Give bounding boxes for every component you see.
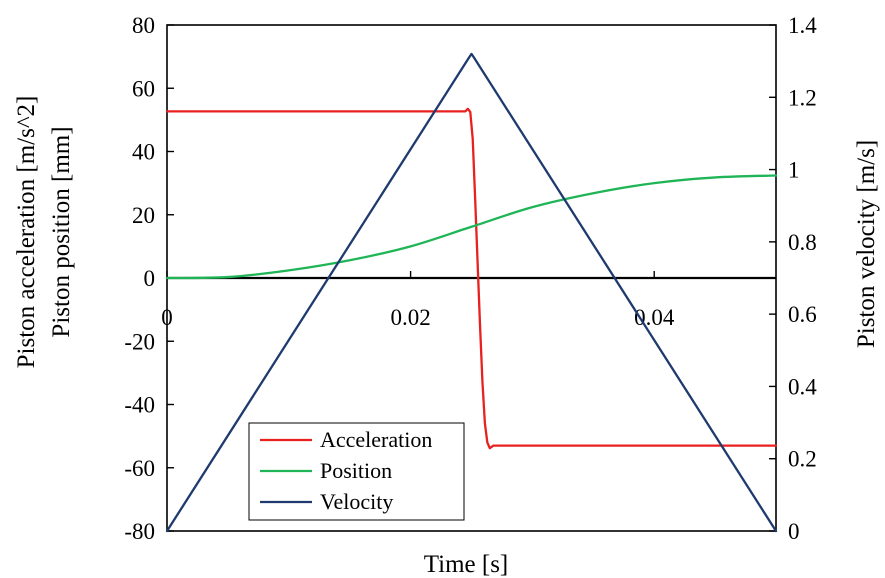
- legend-label-position: Position: [320, 458, 392, 483]
- y-left-axis-label-line2: Piston position [mm]: [48, 126, 75, 337]
- y-right-tick-label: 1.4: [788, 13, 817, 38]
- series-line-acceleration: [165, 107, 778, 450]
- y-right-tick-label: 0: [788, 519, 800, 544]
- legend: Acceleration Position Velocity: [248, 422, 465, 521]
- legend-label-velocity: Velocity: [320, 489, 393, 514]
- y-left-tick-label: -60: [124, 456, 155, 481]
- y-right-tick-label: 0.8: [788, 230, 817, 255]
- x-tick-label: 0: [161, 305, 173, 330]
- x-axis-label: Time [s]: [424, 551, 509, 578]
- y-right-tick-label: 1.2: [788, 85, 817, 110]
- y-left-tick-label: -20: [124, 329, 155, 354]
- series-layer: [165, 52, 778, 533]
- y-left-axis-label-line1: Piston acceleration [m/s^2]: [13, 96, 40, 369]
- series-line-position: [165, 174, 778, 280]
- y-right-tick-label: 0.6: [788, 302, 817, 327]
- x-tick-label: 0.02: [390, 305, 430, 330]
- y-right-axis-ticks: 1.4 1.2 1 0.8 0.6 0.4 0.2 0: [769, 13, 817, 544]
- legend-label-acceleration: Acceleration: [320, 427, 432, 452]
- x-axis-ticks: 0 0.02 0.04: [161, 271, 675, 330]
- series-line-velocity: [165, 52, 778, 533]
- y-right-tick-label: 0.2: [788, 447, 817, 472]
- y-left-tick-label: -40: [124, 393, 155, 418]
- y-right-axis-label: Piston velocity [m/s]: [853, 140, 880, 348]
- y-left-tick-label: -80: [124, 519, 155, 544]
- y-right-tick-label: 0.4: [788, 374, 817, 399]
- y-left-tick-label: 0: [144, 266, 156, 291]
- y-right-tick-label: 1: [788, 158, 800, 183]
- y-left-tick-label: 60: [132, 76, 155, 101]
- y-left-tick-label: 80: [132, 13, 155, 38]
- y-left-tick-label: 20: [132, 203, 155, 228]
- y-left-tick-label: 40: [132, 140, 155, 165]
